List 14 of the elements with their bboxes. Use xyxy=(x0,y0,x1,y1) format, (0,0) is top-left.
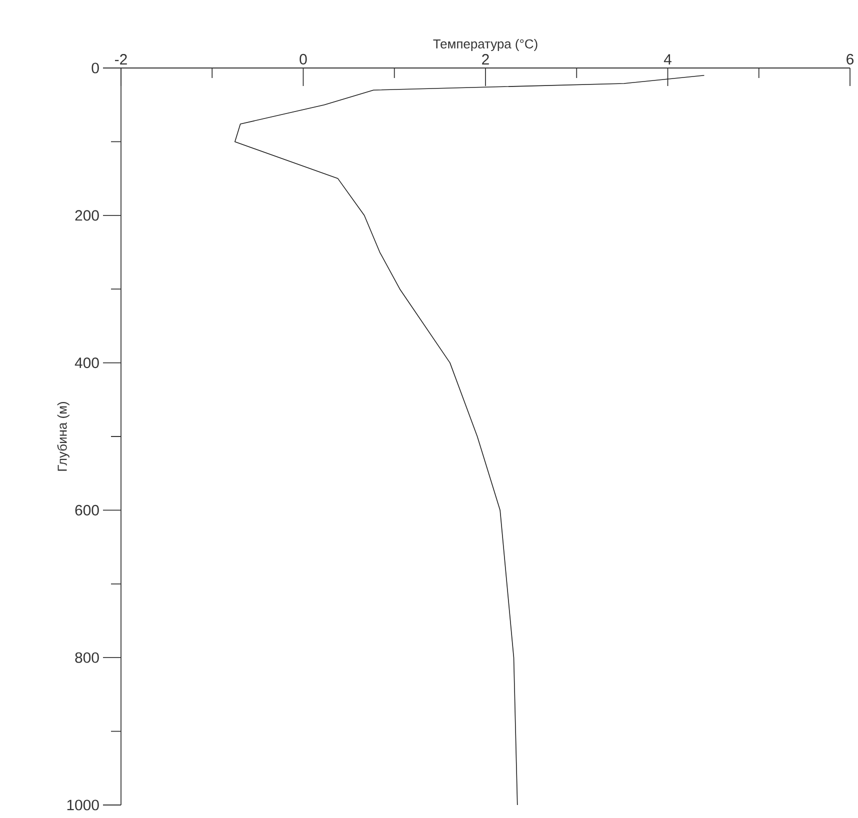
y-tick-label: 1000 xyxy=(67,800,99,810)
x-tick-label: 2 xyxy=(482,54,489,64)
y-axis-title: Глубина (м) xyxy=(57,402,70,471)
y-tick-label: 200 xyxy=(75,210,99,221)
x-tick-label: -2 xyxy=(115,54,127,64)
x-tick-label: 6 xyxy=(846,54,854,64)
line-series xyxy=(234,74,705,806)
x-tick-label: 4 xyxy=(664,54,672,64)
y-tick-label: 600 xyxy=(75,504,99,516)
y-tick-label: 800 xyxy=(75,652,99,663)
x-axis-title: Температура (°C) xyxy=(433,38,538,52)
x-tick-label: 0 xyxy=(300,54,307,64)
y-tick-label: 0 xyxy=(92,62,99,74)
y-tick-label: 400 xyxy=(74,358,99,368)
